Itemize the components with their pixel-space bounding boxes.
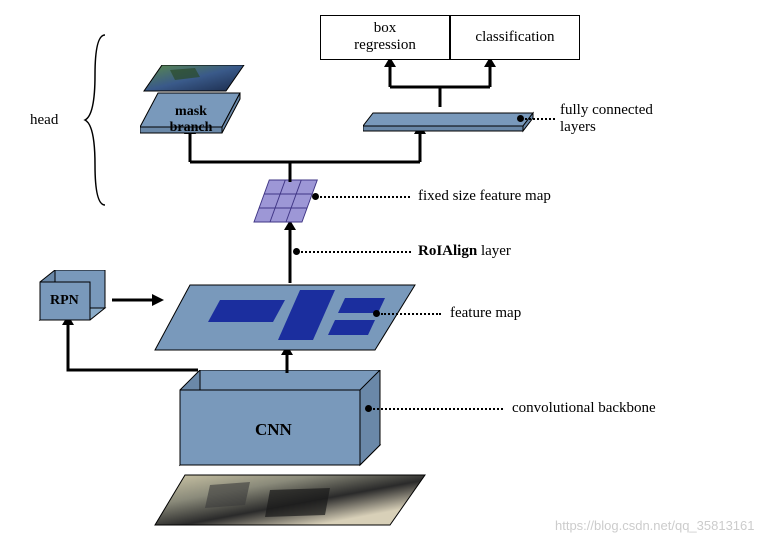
head-brace <box>80 30 110 210</box>
box-regression-box: box regression <box>320 15 450 60</box>
fixed-size-label: fixed size feature map <box>418 188 551 205</box>
watermark: https://blog.csdn.net/qq_35813161 <box>555 518 755 533</box>
fixed-size-grid <box>252 178 332 226</box>
arrow-rpn-feature <box>112 290 167 310</box>
backbone-label: convolutional backbone <box>512 400 656 417</box>
arrow-fc-outputs <box>350 55 530 110</box>
fc-layers-label: fully connected layers <box>560 102 653 136</box>
dotted-feature <box>381 313 441 315</box>
cnn-label: CNN <box>255 420 292 440</box>
roialign-label: RoIAlign layer <box>418 243 511 260</box>
feature-map-parallelogram <box>150 280 420 355</box>
fc-layers-bar <box>363 108 538 133</box>
dotted-grid <box>320 196 410 198</box>
dot-grid <box>312 193 319 200</box>
dotted-backbone <box>373 408 503 410</box>
dotted-roialign <box>301 251 411 253</box>
rpn-label: RPN <box>50 293 79 309</box>
dot-fc <box>517 115 524 122</box>
dot-roialign <box>293 248 300 255</box>
dot-feature <box>373 310 380 317</box>
head-label: head <box>30 112 58 129</box>
feature-map-label: feature map <box>450 305 521 322</box>
dotted-fc <box>525 118 555 120</box>
mask-branch-label: mask branch <box>156 104 226 136</box>
dot-backbone <box>365 405 372 412</box>
classification-box: classification <box>450 15 580 60</box>
